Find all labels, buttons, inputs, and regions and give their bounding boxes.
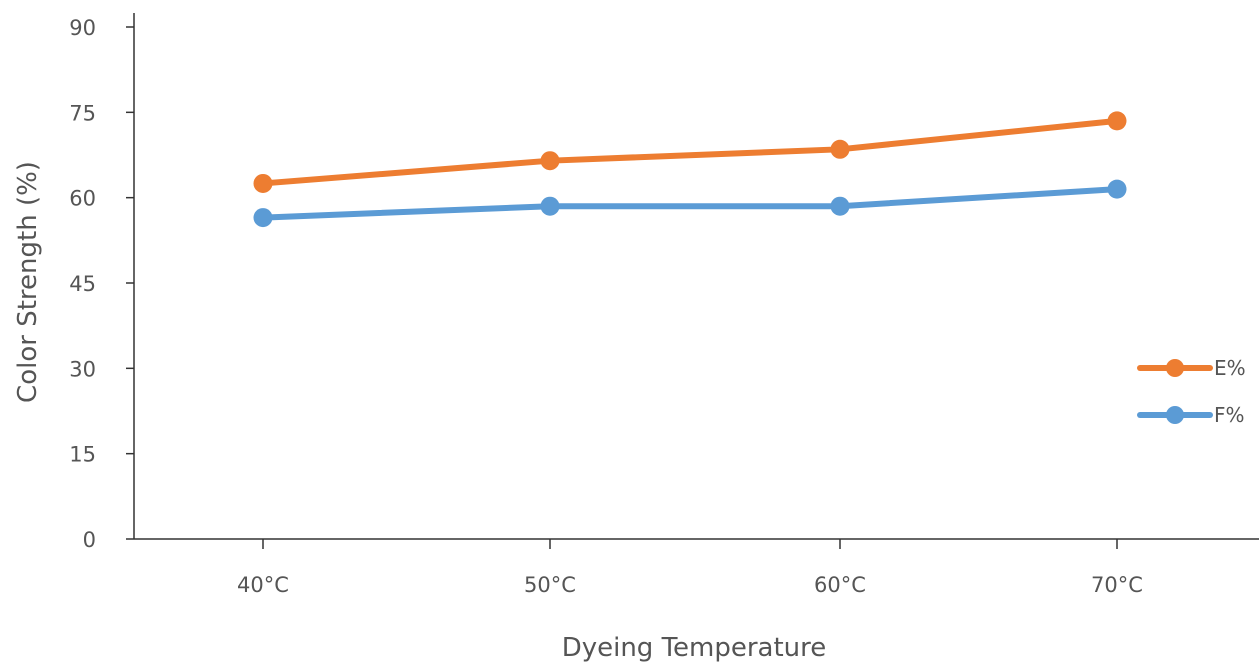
x-ticks: 40°C 50°C 60°C 70°C <box>237 539 1143 597</box>
y-tick-label: 15 <box>69 443 96 467</box>
legend-label: F% <box>1214 403 1245 427</box>
y-tick-label: 75 <box>69 101 96 125</box>
y-tick-label: 45 <box>69 272 96 296</box>
y-tick-label: 30 <box>69 357 96 381</box>
y-tick-label: 90 <box>69 16 96 40</box>
data-point <box>830 196 850 216</box>
data-point <box>540 196 560 216</box>
series-e <box>253 111 1127 193</box>
x-tick-label: 40°C <box>237 573 289 597</box>
series-f <box>253 179 1127 228</box>
x-tick-label: 60°C <box>814 573 866 597</box>
y-axis-title: Color Strength (%) <box>13 161 43 403</box>
y-tick-label: 0 <box>83 528 96 552</box>
data-point <box>540 151 560 171</box>
data-point <box>253 208 273 228</box>
x-tick-label: 70°C <box>1091 573 1143 597</box>
x-tick-label: 50°C <box>524 573 576 597</box>
data-point <box>1107 111 1127 131</box>
legend-swatch-marker <box>1166 359 1184 377</box>
legend-item: E% <box>1137 356 1246 380</box>
legend-swatch-marker <box>1166 406 1184 424</box>
data-point <box>830 139 850 159</box>
series-line <box>260 117 1120 187</box>
series-line <box>260 186 1120 221</box>
legend-label: E% <box>1214 356 1246 380</box>
legend-item: F% <box>1137 403 1245 427</box>
series-lines <box>253 111 1127 228</box>
data-point <box>253 173 273 193</box>
data-point <box>1107 179 1127 199</box>
legend: E% F% <box>1137 356 1246 427</box>
axes <box>133 13 1259 540</box>
y-ticks: 0 15 30 45 60 75 90 <box>69 16 134 552</box>
x-axis-title: Dyeing Temperature <box>562 633 827 663</box>
y-tick-label: 60 <box>69 187 96 211</box>
